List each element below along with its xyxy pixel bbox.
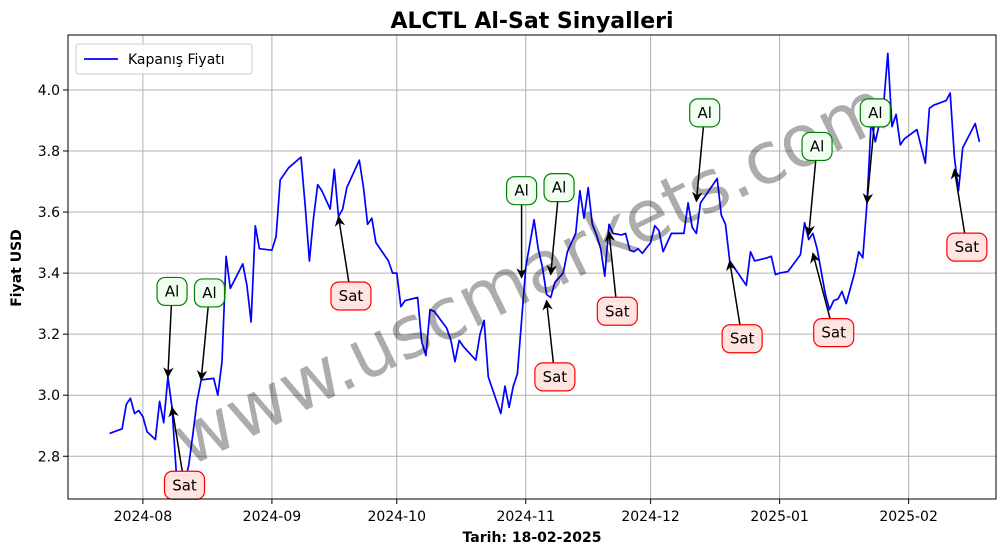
y-tick-label: 3.4 <box>38 266 60 282</box>
signal-arrow <box>334 215 350 283</box>
signal-label: Al <box>514 182 528 200</box>
x-tick-label: 2024-08 <box>114 509 173 525</box>
signal-arrow <box>692 126 705 203</box>
signal-box <box>505 176 538 206</box>
sell-signal: Sat <box>534 299 576 392</box>
y-tick-label: 3.0 <box>38 388 60 404</box>
signal-label: Sat <box>543 368 568 386</box>
signal-box <box>193 278 226 308</box>
sell-signal: Sat <box>330 215 372 311</box>
x-tick-label: 2024-11 <box>497 509 556 525</box>
sell-signal: Sat <box>721 259 763 354</box>
y-tick-label: 3.8 <box>38 144 60 160</box>
signal-label: Sat <box>821 324 846 342</box>
signal-label: Al <box>868 104 882 122</box>
x-tick-label: 2025-01 <box>750 509 809 525</box>
sell-signal: Sat <box>596 230 638 326</box>
x-tick-label: 2024-10 <box>368 509 427 525</box>
signal-label: Sat <box>730 330 755 348</box>
signal-label: Al <box>810 137 824 155</box>
y-tick-label: 3.6 <box>38 205 60 221</box>
y-axis-label: Fiyat USD <box>9 229 25 307</box>
signal-arrow <box>542 299 555 363</box>
signal-arrow <box>163 305 174 378</box>
x-tick-label: 2024-09 <box>243 509 302 525</box>
signal-label: Al <box>165 282 179 300</box>
signal-label: Al <box>552 179 566 197</box>
signal-label: Al <box>202 284 216 302</box>
sell-signal: Sat <box>163 406 206 500</box>
signal-box <box>330 281 372 311</box>
sell-signal: Sat <box>946 168 988 262</box>
signal-arrow <box>804 160 817 236</box>
legend: Kapanış Fiyatı <box>75 43 253 75</box>
x-tick-label: 2024-12 <box>621 509 680 525</box>
buy-signal: Al <box>801 131 833 236</box>
signal-box <box>813 318 855 348</box>
signal-label: Sat <box>605 302 630 320</box>
signal-box <box>721 324 763 354</box>
legend-label: Kapanış Fiyatı <box>128 52 225 68</box>
axis-ticks: 2024-08 2024-09 2024-10 2024-11 2024-12 2025-… <box>38 83 938 525</box>
signal-label: Al <box>697 104 711 122</box>
signal-box <box>596 296 638 326</box>
price-line <box>109 52 981 485</box>
plot-frame <box>67 34 997 500</box>
x-axis-label: Tarih: 18-02-2025 <box>463 530 602 546</box>
signal-arrow <box>725 259 741 325</box>
signal-arrow <box>604 230 617 298</box>
legend-box <box>75 43 253 75</box>
signal-arrow <box>546 201 559 276</box>
signal-box <box>801 131 833 162</box>
sell-signal: Sat <box>810 252 855 348</box>
signal-box <box>534 362 576 392</box>
signal-arrow <box>196 306 209 381</box>
y-tick-label: 4.0 <box>38 83 60 99</box>
signal-box <box>946 232 988 262</box>
signal-label: Sat <box>955 238 980 256</box>
signal-box <box>859 98 891 128</box>
signal-box <box>543 173 575 203</box>
chart-title: ALCTL Al-Sat Sinyalleri <box>390 9 673 34</box>
signal-arrow <box>950 168 966 234</box>
signal-arrow <box>810 252 831 319</box>
signal-box <box>689 98 721 128</box>
signal-arrow <box>862 126 875 204</box>
annotations: Al Sat Al Sat Al Sat Al Sat Al Sat Al Sat Al Sat <box>156 98 988 500</box>
buy-signal: Al <box>543 173 575 276</box>
buy-signal: Al <box>193 278 226 381</box>
buy-signal: Al <box>505 176 538 279</box>
buy-signal: Al <box>689 98 721 203</box>
y-tick-label: 2.8 <box>38 449 60 465</box>
signal-label: Sat <box>339 287 364 305</box>
buy-signal: Al <box>156 276 188 378</box>
signal-arrow <box>168 406 184 472</box>
y-tick-label: 3.2 <box>38 327 60 343</box>
series-layer <box>109 52 981 485</box>
x-tick-label: 2025-02 <box>879 509 938 525</box>
buy-signal: Al <box>859 98 891 204</box>
signal-label: Sat <box>172 476 197 494</box>
signal-box <box>156 276 188 307</box>
